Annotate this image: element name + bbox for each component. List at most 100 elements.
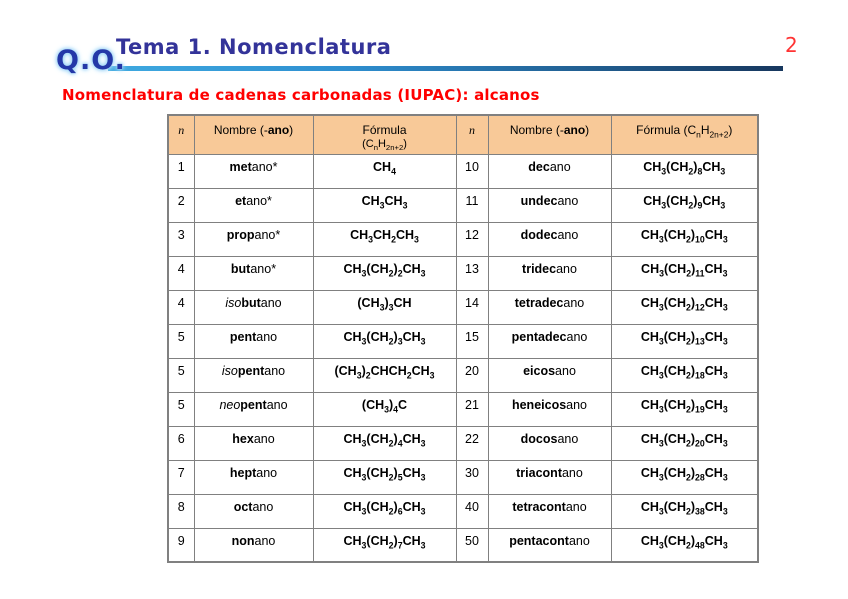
table-row: 4 butano* CH3(CH2)2CH3 13 tridecano CH3(CH2)1…	[167, 255, 759, 291]
formula-cell: CH3(CH2)13CH3	[610, 323, 759, 359]
table-row: 2 etano* CH3CH3 11 undecano CH3(CH2)9CH3	[167, 187, 759, 223]
page-number: 2	[785, 33, 798, 57]
formula-header-line1: Fórmula	[362, 123, 407, 137]
n-cell: 21	[455, 391, 489, 427]
table-row: 1 metano* CH4 10 decano CH3(CH2)8CH3	[167, 153, 759, 189]
col-header-formula-left: Fórmula (CnH2n+2)	[312, 114, 457, 155]
name-cell: isopentano	[193, 357, 314, 393]
n-cell: 20	[455, 357, 489, 393]
n-cell: 15	[455, 323, 489, 359]
name-cell: octano	[193, 493, 314, 529]
formula-cell: CH3CH2CH3	[312, 221, 457, 257]
name-cell: undecano	[487, 187, 612, 223]
name-cell: heneicosano	[487, 391, 612, 427]
name-cell: decano	[487, 153, 612, 189]
formula-cell: CH3(CH2)5CH3	[312, 459, 457, 495]
name-cell: tetracontano	[487, 493, 612, 529]
table-row: 8 octano CH3(CH2)6CH3 40 tetracontano CH3(CH2…	[167, 493, 759, 529]
name-cell: pentano	[193, 323, 314, 359]
formula-cell: CH3(CH2)12CH3	[610, 289, 759, 325]
formula-cell: (CH3)4C	[312, 391, 457, 427]
name-cell: docosano	[487, 425, 612, 461]
formula-cell: CH3(CH2)4CH3	[312, 425, 457, 461]
formula-cell: CH3(CH2)6CH3	[312, 493, 457, 529]
col-header-nombre-right: Nombre (-ano)	[487, 114, 612, 155]
n-cell: 9	[167, 527, 195, 563]
name-cell: hexano	[193, 425, 314, 461]
slide-title: Tema 1. Nomenclatura	[116, 35, 392, 59]
table-row: 3 propano* CH3CH2CH3 12 dodecano CH3(CH2)10CH…	[167, 221, 759, 257]
n-cell: 5	[167, 391, 195, 427]
n-cell: 10	[455, 153, 489, 189]
name-cell: metano*	[193, 153, 314, 189]
table-row: 5 isopentano (CH3)2CHCH2CH3 20 eicosano CH3(C…	[167, 357, 759, 393]
slide-subtitle: Nomenclatura de cadenas carbonadas (IUPA…	[62, 86, 540, 104]
qo-logo: Q.O.	[56, 45, 126, 76]
name-cell: triacontano	[487, 459, 612, 495]
alkanes-table-body: 1 metano* CH4 10 decano CH3(CH2)8CH3 2 etano* CH…	[167, 153, 759, 563]
formula-cell: (CH3)3CH	[312, 289, 457, 325]
title-underline-rule	[108, 66, 783, 71]
name-cell: dodecano	[487, 221, 612, 257]
formula-cell: CH3CH3	[312, 187, 457, 223]
table-row: 6 hexano CH3(CH2)4CH3 22 docosano CH3(CH2)20C…	[167, 425, 759, 461]
formula-cell: CH3(CH2)2CH3	[312, 255, 457, 291]
name-cell: butano*	[193, 255, 314, 291]
n-cell: 8	[167, 493, 195, 529]
n-cell: 3	[167, 221, 195, 257]
table-row: 5 neopentano (CH3)4C 21 heneicosano CH3(CH2)1…	[167, 391, 759, 427]
n-cell: 50	[455, 527, 489, 563]
col-header-formula-right: Fórmula (CnH2n+2)	[610, 114, 759, 155]
formula-cell: (CH3)2CHCH2CH3	[312, 357, 457, 393]
formula-header-line2: (CnH2n+2)	[362, 138, 407, 153]
col-header-n-left: n	[167, 114, 195, 155]
formula-cell: CH3(CH2)28CH3	[610, 459, 759, 495]
alkanes-table-container: n Nombre (-ano) Fórmula (CnH2n+2) n Nomb…	[167, 114, 759, 563]
formula-cell: CH3(CH2)48CH3	[610, 527, 759, 563]
n-cell: 40	[455, 493, 489, 529]
col-header-n-right: n	[455, 114, 489, 155]
alkanes-table: n Nombre (-ano) Fórmula (CnH2n+2) n Nomb…	[167, 114, 759, 563]
n-cell: 5	[167, 323, 195, 359]
table-row: 5 pentano CH3(CH2)3CH3 15 pentadecano CH3(CH2…	[167, 323, 759, 359]
name-cell: pentadecano	[487, 323, 612, 359]
n-cell: 2	[167, 187, 195, 223]
name-cell: tridecano	[487, 255, 612, 291]
n-cell: 12	[455, 221, 489, 257]
formula-cell: CH3(CH2)3CH3	[312, 323, 457, 359]
name-cell: eicosano	[487, 357, 612, 393]
n-cell: 4	[167, 255, 195, 291]
n-cell: 4	[167, 289, 195, 325]
name-cell: pentacontano	[487, 527, 612, 563]
name-cell: propano*	[193, 221, 314, 257]
n-cell: 11	[455, 187, 489, 223]
name-cell: heptano	[193, 459, 314, 495]
formula-cell: CH3(CH2)10CH3	[610, 221, 759, 257]
n-cell: 22	[455, 425, 489, 461]
formula-cell: CH3(CH2)18CH3	[610, 357, 759, 393]
n-cell: 6	[167, 425, 195, 461]
name-cell: tetradecano	[487, 289, 612, 325]
table-row: 4 isobutano (CH3)3CH 14 tetradecano CH3(CH2)1…	[167, 289, 759, 325]
name-cell: nonano	[193, 527, 314, 563]
name-cell: neopentano	[193, 391, 314, 427]
table-row: 7 heptano CH3(CH2)5CH3 30 triacontano CH3(CH2…	[167, 459, 759, 495]
name-cell: isobutano	[193, 289, 314, 325]
formula-cell: CH3(CH2)7CH3	[312, 527, 457, 563]
table-row: 9 nonano CH3(CH2)7CH3 50 pentacontano CH3(CH2…	[167, 527, 759, 563]
n-cell: 7	[167, 459, 195, 495]
n-cell: 13	[455, 255, 489, 291]
n-cell: 14	[455, 289, 489, 325]
n-cell: 1	[167, 153, 195, 189]
formula-cell: CH3(CH2)11CH3	[610, 255, 759, 291]
formula-cell: CH4	[312, 153, 457, 189]
formula-cell: CH3(CH2)8CH3	[610, 153, 759, 189]
formula-cell: CH3(CH2)19CH3	[610, 391, 759, 427]
n-cell: 30	[455, 459, 489, 495]
table-header-row: n Nombre (-ano) Fórmula (CnH2n+2) n Nomb…	[167, 114, 759, 155]
name-cell: etano*	[193, 187, 314, 223]
n-cell: 5	[167, 357, 195, 393]
col-header-nombre-left: Nombre (-ano)	[193, 114, 314, 155]
formula-cell: CH3(CH2)20CH3	[610, 425, 759, 461]
